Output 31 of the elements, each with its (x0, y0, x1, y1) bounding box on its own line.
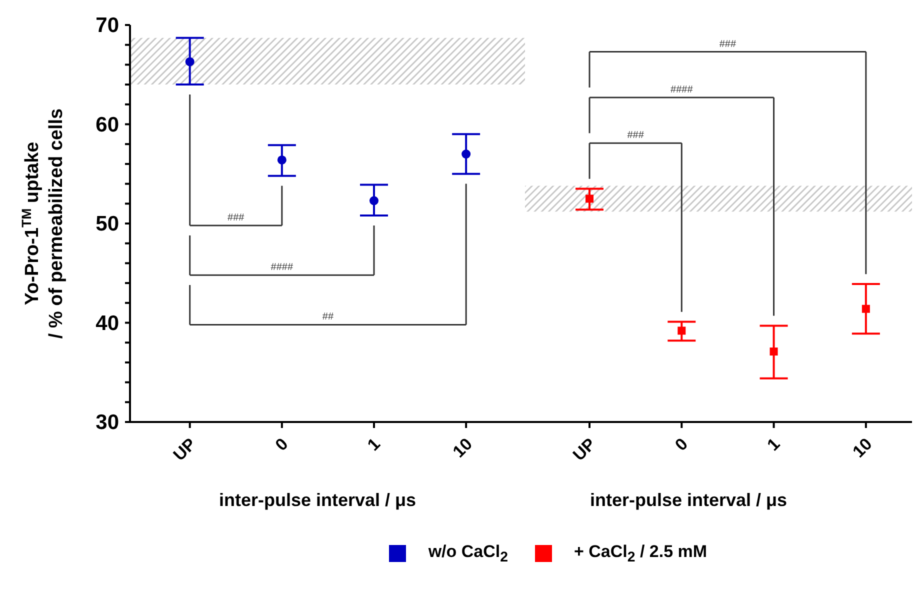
x-tick-label: 1 (364, 434, 384, 455)
annotation: ## (322, 312, 334, 323)
legend-label: + CaCl$_{2}$ / 2.5 mM (574, 542, 708, 566)
point (586, 194, 594, 203)
x-axis-title: inter-pulse interval / μs (218, 490, 416, 510)
point (770, 348, 778, 356)
x-tick-label: UP (170, 434, 200, 465)
x-axis-title: inter-pulse interval / μs (590, 490, 788, 510)
y-tick-label: 30 (96, 411, 119, 434)
x-tick-label: 10 (849, 434, 876, 462)
y-tick-label: 40 (96, 312, 119, 335)
x-tick-label: 1 (764, 434, 784, 455)
x-tick-label: UP (569, 434, 600, 465)
point (369, 196, 379, 206)
y-tick-label: 70 (96, 14, 119, 37)
point (462, 150, 471, 159)
y-tick-label: 50 (96, 212, 119, 236)
x-tick-label: 10 (449, 434, 476, 462)
annotation: ### (627, 130, 644, 142)
point (185, 57, 194, 66)
x-tick-label: 0 (272, 434, 292, 455)
annotation: #### (670, 84, 694, 96)
y-tick-label: 60 (96, 113, 119, 136)
point (678, 326, 686, 335)
legend-label: w/o CaCl$_{2}$ (428, 542, 508, 566)
point (862, 304, 870, 313)
annotation: #### (270, 262, 294, 274)
annotation: ### (719, 38, 736, 50)
x-tick-label: 0 (671, 434, 692, 455)
point (277, 155, 286, 164)
annotation: ### (228, 212, 245, 224)
